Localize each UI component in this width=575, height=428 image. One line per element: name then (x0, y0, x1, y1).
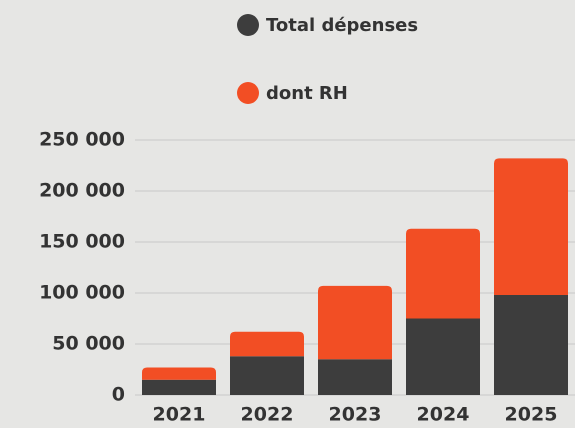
bar-segment (494, 158, 568, 296)
legend-swatch (237, 82, 259, 104)
x-tick-label: 2024 (417, 404, 470, 426)
x-tick-label: 2025 (505, 404, 558, 426)
bar-segment (230, 356, 304, 395)
legend-label: Total dépenses (266, 15, 418, 36)
bar-segment (406, 228, 480, 319)
bar-segment (318, 285, 392, 360)
y-tick-label: 200 000 (39, 180, 125, 202)
bar-segment (142, 367, 216, 380)
x-tick-label: 2022 (241, 404, 294, 426)
x-tick-label: 2021 (153, 404, 206, 426)
bar-segment (318, 359, 392, 395)
bar-segment (230, 331, 304, 357)
x-tick-label: 2023 (329, 404, 382, 426)
y-tick-label: 0 (112, 384, 125, 406)
legend-label: dont RH (266, 83, 348, 104)
y-tick-label: 150 000 (39, 231, 125, 253)
bar-segment (494, 295, 568, 395)
y-tick-label: 250 000 (39, 129, 125, 151)
y-tick-label: 100 000 (39, 282, 125, 304)
legend-swatch (237, 14, 259, 36)
y-tick-label: 50 000 (52, 333, 125, 355)
bar-segment (406, 318, 480, 395)
bar-segment (142, 379, 216, 395)
